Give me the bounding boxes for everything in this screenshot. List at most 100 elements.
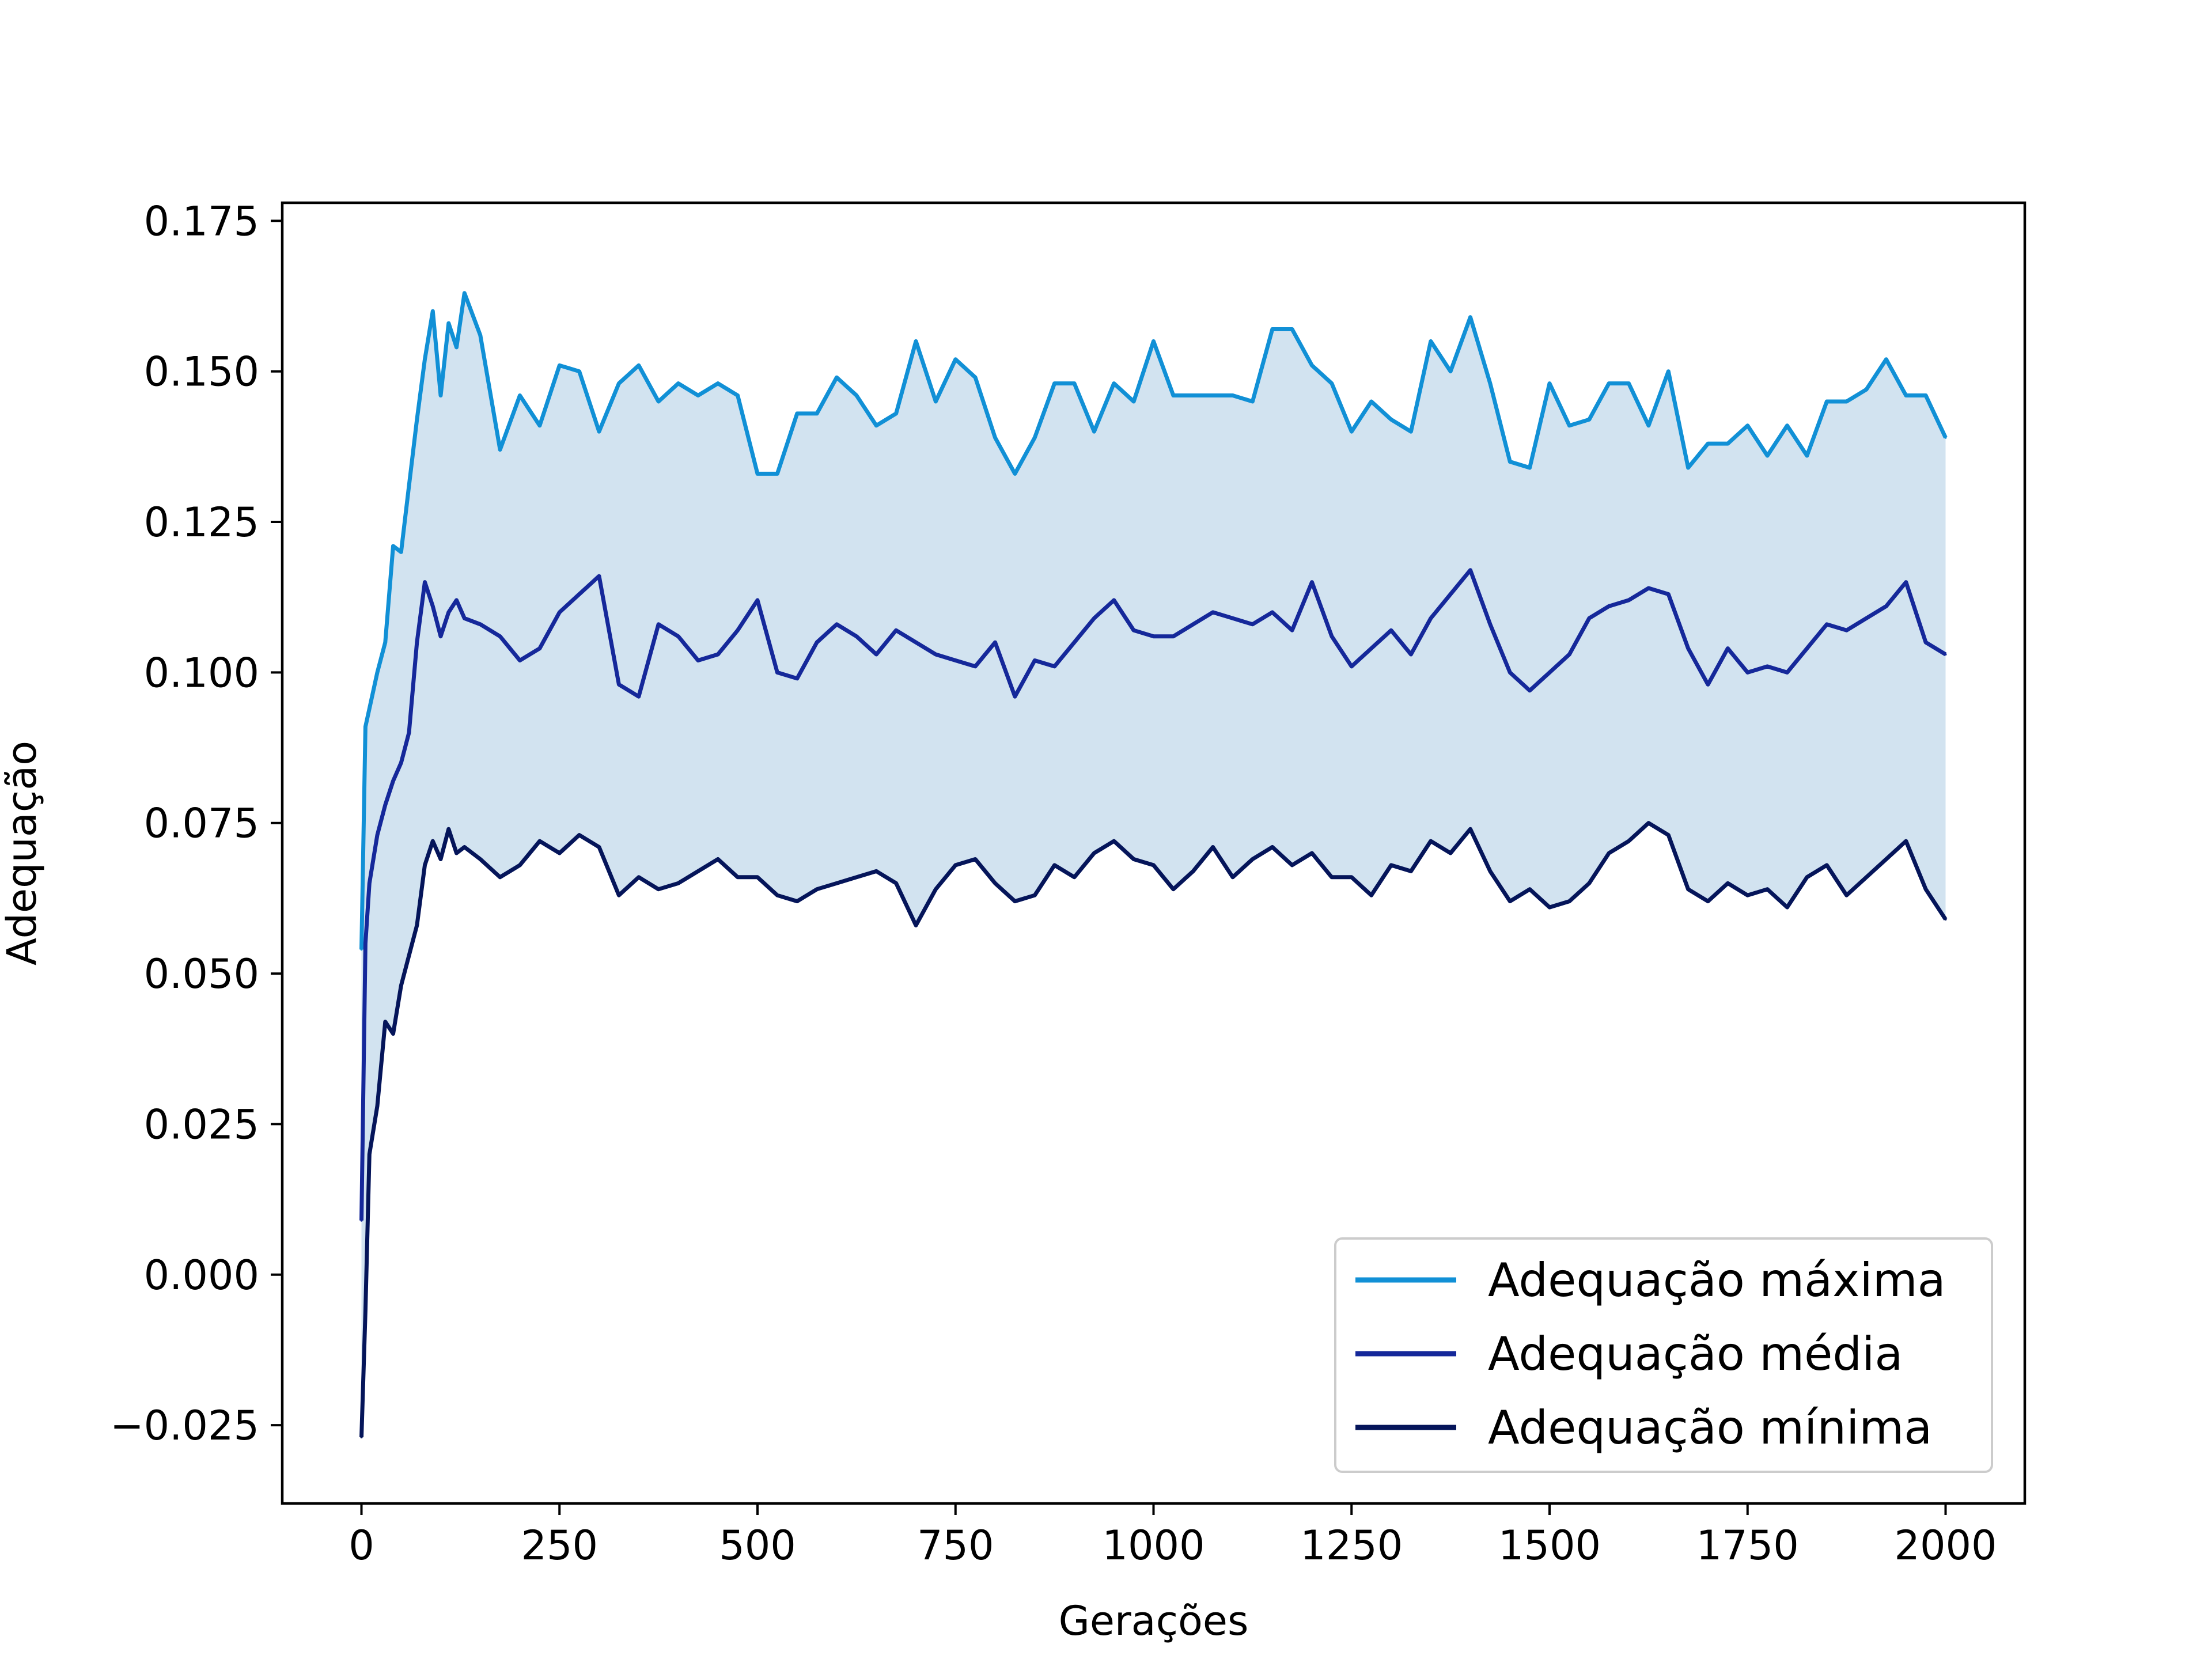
data-point: [408, 731, 410, 734]
data-point: [934, 653, 937, 656]
data-point: [934, 400, 937, 403]
data-point: [677, 882, 680, 885]
data-point: [1053, 382, 1056, 385]
data-point: [1429, 617, 1432, 620]
data-point: [637, 876, 640, 878]
data-point: [1469, 569, 1472, 571]
data-point: [756, 876, 759, 878]
data-point: [954, 659, 957, 662]
data-point: [1726, 442, 1729, 445]
data-point: [1885, 605, 1888, 608]
data-point: [1865, 876, 1868, 878]
data-point: [364, 725, 367, 728]
data-point: [855, 635, 858, 638]
legend: Adequação máxima Adequação média Adequação…: [1334, 1237, 1993, 1473]
data-point: [1509, 900, 1512, 903]
data-point: [408, 954, 410, 957]
data-point: [1944, 653, 1947, 656]
data-point: [1647, 587, 1650, 589]
y-tick-label: −0.025: [110, 1402, 259, 1449]
data-point: [736, 876, 739, 878]
data-point: [447, 322, 450, 325]
data-point: [1667, 834, 1670, 836]
data-point: [1805, 454, 1808, 457]
series-line-mean: [359, 568, 1947, 1221]
x-axis-title: Gerações: [1059, 1597, 1249, 1645]
data-point: [408, 484, 410, 487]
data-point: [974, 376, 977, 379]
data-point: [1845, 629, 1848, 632]
data-point: [376, 671, 378, 674]
data-point: [1707, 683, 1709, 686]
data-point: [835, 623, 838, 626]
data-point: [1885, 358, 1888, 361]
data-point: [1825, 863, 1828, 866]
data-point: [835, 376, 838, 379]
data-point: [1608, 382, 1611, 385]
data-point: [1410, 870, 1412, 873]
data-point: [463, 617, 466, 620]
data-point: [1053, 665, 1056, 668]
data-point: [1509, 671, 1512, 674]
data-point: [1568, 653, 1571, 656]
data-point: [1548, 906, 1551, 909]
data-point: [1211, 611, 1214, 613]
data-point: [1033, 659, 1036, 662]
data-point: [1112, 599, 1115, 601]
data-point: [1310, 364, 1313, 367]
data-point: [1330, 635, 1333, 638]
data-point: [1488, 870, 1491, 873]
x-tick-label: 500: [719, 1522, 796, 1569]
data-point: [618, 382, 620, 385]
data-point: [455, 599, 458, 601]
data-point: [657, 623, 660, 626]
data-point: [1410, 653, 1412, 656]
data-point: [1152, 340, 1155, 343]
data-point: [392, 779, 395, 782]
data-point: [1271, 328, 1274, 331]
x-tick-label: 250: [521, 1522, 598, 1569]
data-point: [578, 370, 581, 373]
data-point: [384, 641, 387, 644]
data-point: [1330, 876, 1333, 878]
data-point: [816, 888, 819, 891]
data-point: [994, 641, 997, 644]
data-point: [954, 358, 957, 361]
data-point: [598, 430, 600, 433]
data-point: [1865, 388, 1868, 391]
data-point: [538, 647, 541, 650]
data-point: [360, 1436, 363, 1438]
y-tick-label: 0.125: [144, 499, 259, 546]
data-point: [440, 635, 442, 638]
data-point: [400, 551, 403, 554]
y-tick-label: 0.100: [144, 649, 259, 696]
data-point: [431, 605, 434, 608]
data-point: [1310, 581, 1313, 584]
x-tick-label: 1750: [1696, 1522, 1799, 1569]
data-point: [1944, 918, 1947, 921]
data-point: [384, 1020, 387, 1023]
data-point: [1488, 382, 1491, 385]
data-point: [1013, 900, 1016, 903]
data-point: [1726, 882, 1729, 885]
data-point: [463, 291, 466, 294]
data-point: [1766, 665, 1769, 668]
x-tick-label: 1250: [1300, 1522, 1403, 1569]
data-point: [677, 382, 680, 385]
data-point: [1647, 821, 1650, 824]
data-point: [1013, 472, 1016, 475]
x-tick-label: 750: [917, 1522, 994, 1569]
legend-box: [1334, 1237, 1993, 1473]
data-point: [1825, 400, 1828, 403]
data-point: [499, 876, 502, 878]
data-point: [538, 840, 541, 843]
data-point: [1310, 852, 1313, 854]
data-point: [736, 629, 739, 632]
data-point: [400, 762, 403, 764]
data-point: [538, 424, 541, 427]
x-tick-label: 1000: [1102, 1522, 1205, 1569]
series-line-min: [359, 821, 1948, 1438]
data-point: [895, 412, 897, 415]
data-point: [1449, 852, 1452, 854]
